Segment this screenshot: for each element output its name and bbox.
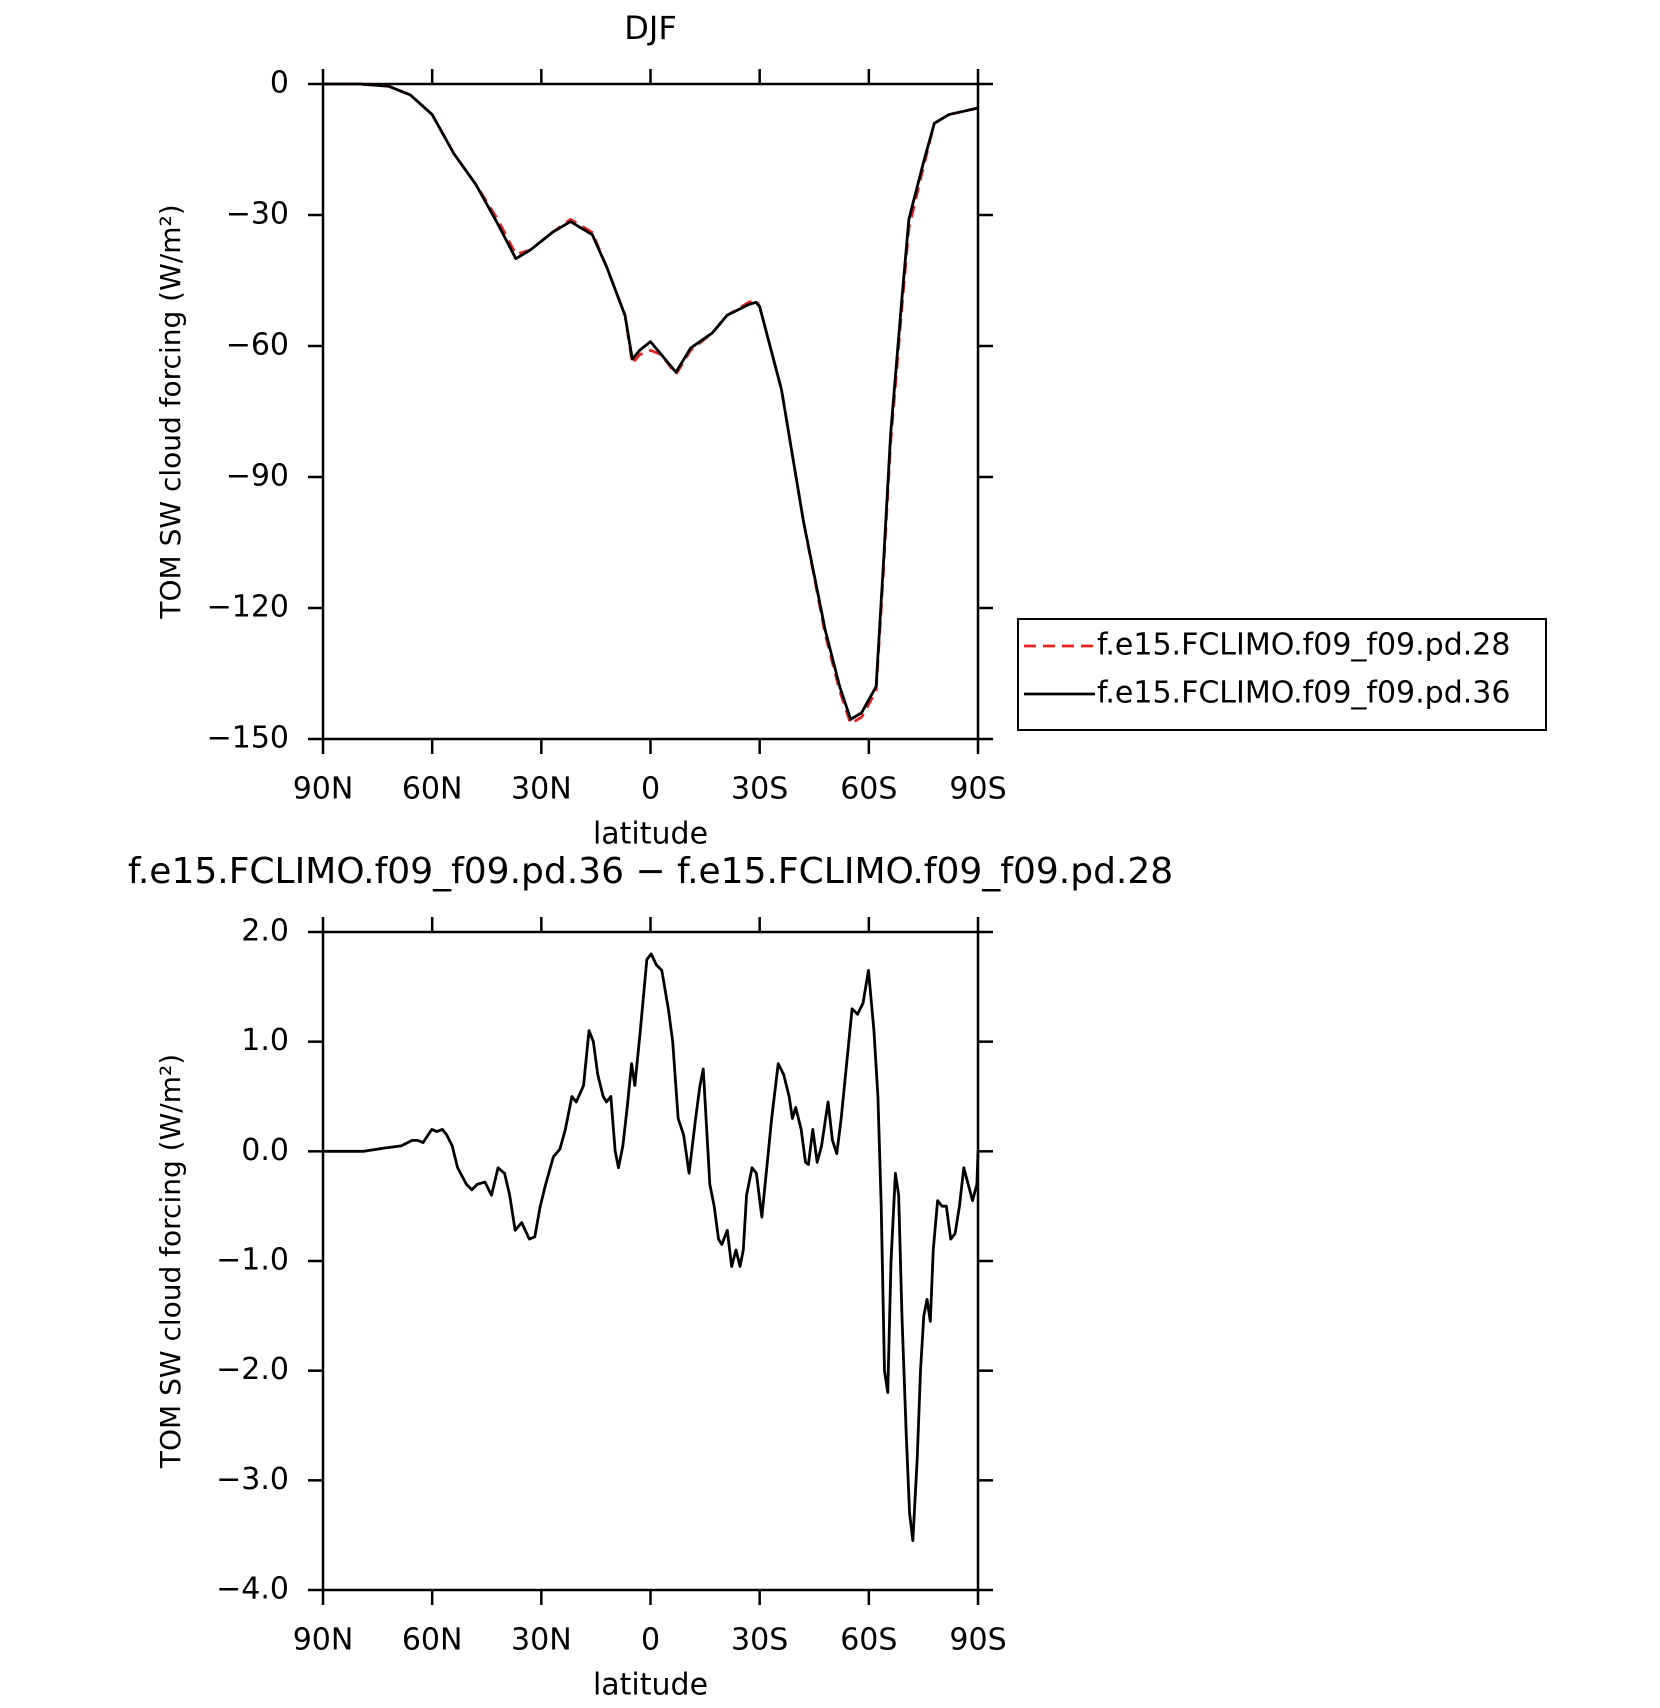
y-tick-label: 1.0 <box>241 1023 289 1058</box>
y-tick-label: −120 <box>207 590 289 625</box>
y-tick-label: −1.0 <box>216 1243 289 1278</box>
x-tick-label: 0 <box>641 1623 660 1658</box>
x-tick-label: 90S <box>949 772 1006 807</box>
y-tick-label: −150 <box>207 721 289 756</box>
x-tick-label: 30N <box>511 772 572 807</box>
x-tick-label: 90S <box>949 1623 1006 1658</box>
chart-title: f.e15.FCLIMO.f09_f09.pd.36 − f.e15.FCLIM… <box>128 851 1173 892</box>
y-tick-label: −60 <box>226 328 289 363</box>
x-tick-label: 60N <box>402 1623 463 1658</box>
legend-label: f.e15.FCLIMO.f09_f09.pd.28 <box>1097 628 1510 663</box>
y-tick-label: −2.0 <box>216 1352 289 1387</box>
x-tick-label: 90N <box>293 1623 354 1658</box>
x-tick-label: 30N <box>511 1623 572 1658</box>
y-tick-label: −3.0 <box>216 1462 289 1497</box>
chart-title: DJF <box>624 9 676 47</box>
plot-frame <box>321 930 980 1592</box>
legend-label: f.e15.FCLIMO.f09_f09.pd.36 <box>1097 676 1510 711</box>
data-line <box>323 952 980 1543</box>
x-tick-label: 0 <box>641 772 660 807</box>
x-tick-label: 30S <box>731 772 788 807</box>
y-tick-label: −30 <box>226 197 289 232</box>
y-axis-label: TOM SW cloud forcing (W/m²) <box>154 204 187 619</box>
x-tick-label: 60N <box>402 772 463 807</box>
y-tick-label: 2.0 <box>241 914 289 949</box>
plot-frame <box>321 82 980 741</box>
y-axis-label: TOM SW cloud forcing (W/m²) <box>154 1054 187 1469</box>
y-tick-label: 0 <box>270 66 289 101</box>
x-tick-label: 60S <box>840 1623 897 1658</box>
x-tick-label: 30S <box>731 1623 788 1658</box>
y-tick-label: −90 <box>226 459 289 494</box>
x-axis-label: latitude <box>593 817 708 852</box>
x-tick-label: 60S <box>840 772 897 807</box>
x-axis-label: latitude <box>593 1668 708 1703</box>
x-tick-label: 90N <box>293 772 354 807</box>
legend-box <box>1017 618 1547 731</box>
y-tick-label: −4.0 <box>216 1572 289 1607</box>
y-tick-label: 0.0 <box>241 1133 289 1168</box>
data-line <box>323 82 979 721</box>
